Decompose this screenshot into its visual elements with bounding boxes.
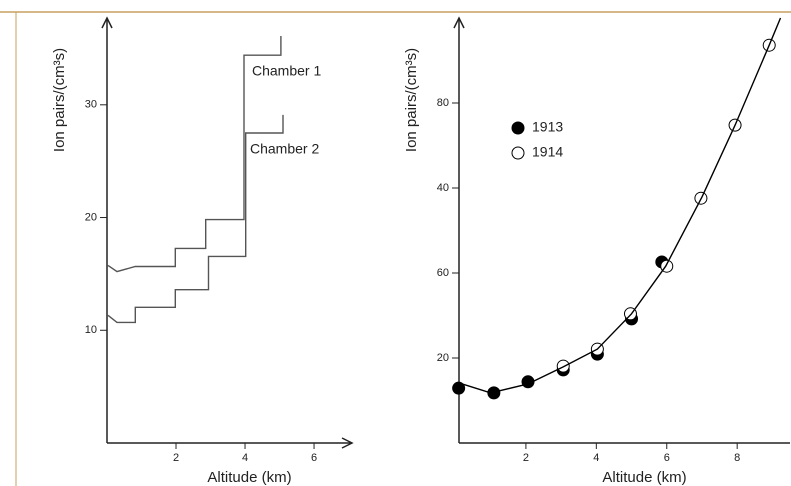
y-tick-label: 20: [85, 211, 97, 223]
x-tick-label: 4: [593, 452, 599, 464]
series-label: Chamber 2: [250, 141, 319, 157]
y-tick-label: 10: [85, 324, 97, 336]
y-tick-label: 20: [437, 352, 449, 364]
y-tick-label: 80: [437, 97, 449, 109]
y-axis-label: Ion pairs/(cm³s): [51, 48, 68, 152]
data-point: [452, 381, 466, 395]
data-line: [107, 36, 282, 273]
y-tick-label: 30: [85, 99, 97, 111]
x-tick-label: 8: [734, 452, 740, 464]
x-axis-label: Altitude (km): [207, 469, 291, 486]
x-tick-label: 2: [173, 452, 179, 464]
data-line: [459, 17, 782, 394]
y-axis-label: Ion pairs/(cm³s): [403, 48, 420, 152]
legend-label: 1914: [532, 144, 563, 160]
data-point: [556, 359, 570, 373]
x-tick-label: 2: [523, 452, 529, 464]
x-axis-arrow: [341, 437, 354, 449]
y-axis-arrow: [101, 16, 113, 29]
legend-marker: [511, 121, 525, 135]
legend-label: 1913: [532, 119, 563, 135]
x-axis-label: Altitude (km): [602, 469, 686, 486]
data-line: [107, 114, 284, 324]
x-tick-label: 6: [311, 452, 317, 464]
series-label: Chamber 1: [252, 63, 321, 79]
y-tick-label: 40: [437, 182, 449, 194]
legend-marker: [511, 146, 525, 160]
x-tick-label: 6: [664, 452, 670, 464]
y-tick-label: 60: [437, 267, 449, 279]
y-axis-arrow: [453, 16, 465, 29]
x-tick-label: 4: [242, 452, 248, 464]
